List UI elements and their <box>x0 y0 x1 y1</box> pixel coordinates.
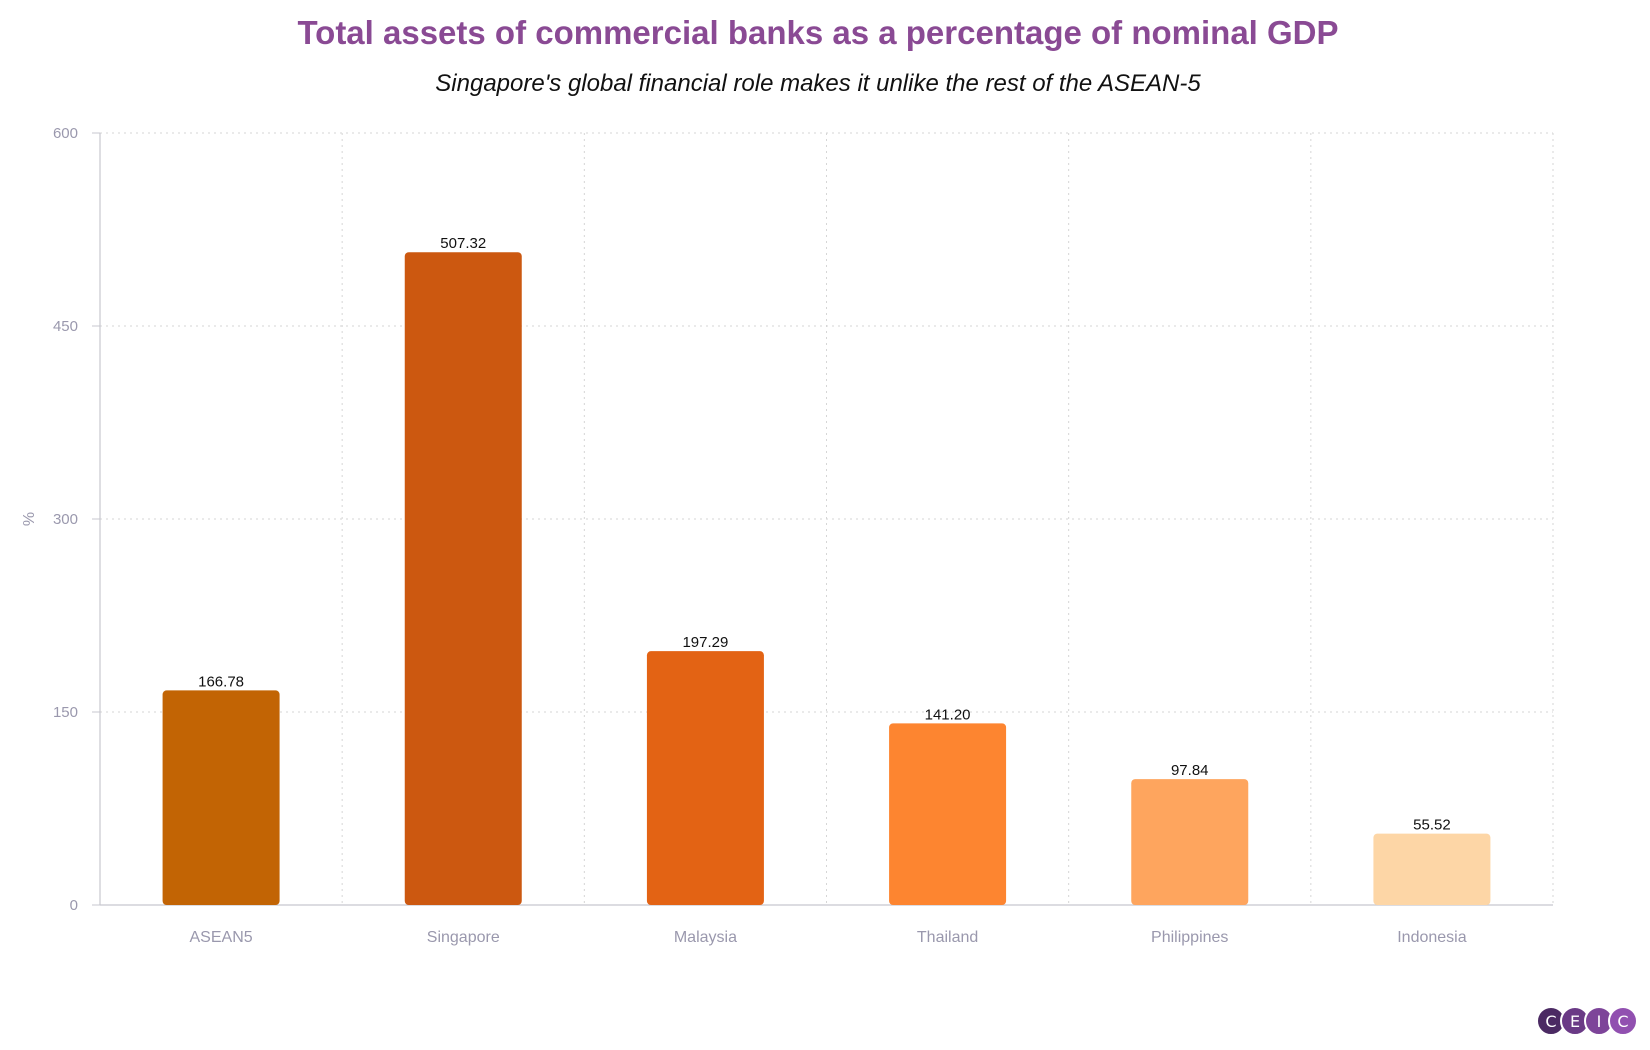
x-tick-label-asean5: ASEAN5 <box>190 929 253 946</box>
y-tick-label-3: 450 <box>53 318 78 335</box>
bar-indonesia <box>1373 833 1491 905</box>
y-tick-label-2: 300 <box>53 511 78 528</box>
x-tick-label-indonesia: Indonesia <box>1397 929 1466 946</box>
y-tick-label-4: 600 <box>53 125 78 142</box>
y-axis-label: % <box>21 512 38 526</box>
bar-malaysia <box>646 651 764 905</box>
x-tick-label-singapore: Singapore <box>427 929 500 946</box>
data-label-indonesia: 55.52 <box>1413 817 1451 834</box>
x-tick-label-malaysia: Malaysia <box>674 929 737 946</box>
bar-thailand <box>889 723 1007 905</box>
bar-asean5 <box>162 690 280 905</box>
data-label-philippines: 97.84 <box>1171 762 1209 779</box>
chart-subtitle: Singapore's global financial role makes … <box>435 70 1201 97</box>
data-label-asean5: 166.78 <box>198 673 244 690</box>
x-tick-label-philippines: Philippines <box>1151 929 1228 946</box>
y-tick-label-0: 0 <box>70 897 78 914</box>
logo-letter-c2: C <box>1608 1006 1638 1036</box>
bar-philippines <box>1131 779 1249 905</box>
bar-singapore <box>404 252 522 905</box>
ceic-logo: C E I C <box>1536 1006 1638 1036</box>
chart-title: Total assets of commercial banks as a pe… <box>297 14 1339 51</box>
data-label-thailand: 141.20 <box>925 706 971 723</box>
data-label-singapore: 507.32 <box>440 235 486 252</box>
y-tick-label-1: 150 <box>53 704 78 721</box>
data-label-malaysia: 197.29 <box>682 634 728 651</box>
x-tick-label-thailand: Thailand <box>917 929 978 946</box>
